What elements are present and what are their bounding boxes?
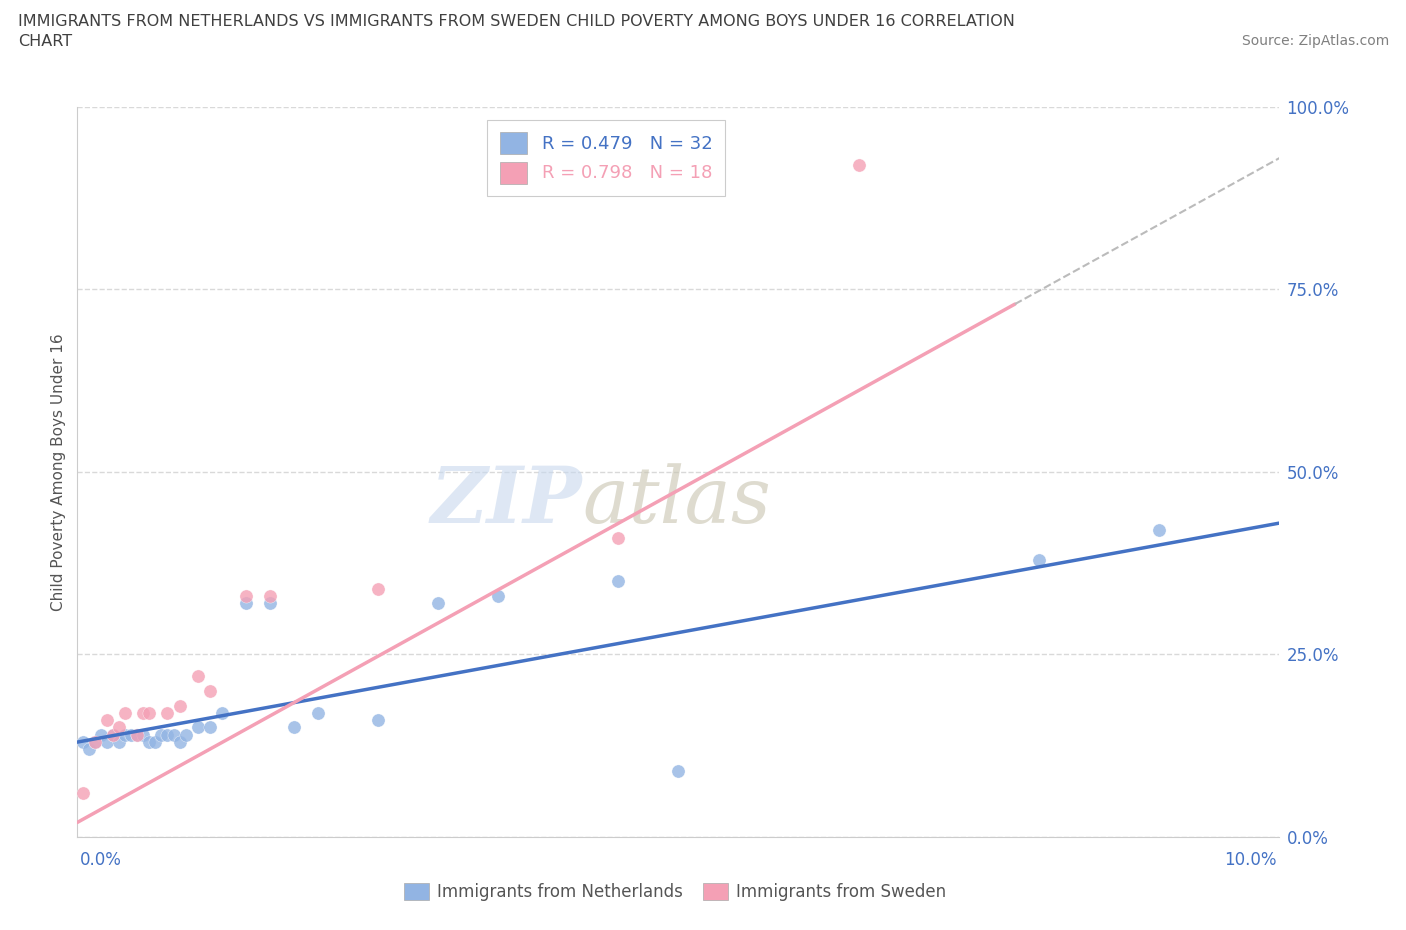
Text: ZIP: ZIP bbox=[430, 463, 582, 539]
Point bbox=[72, 786, 94, 801]
Point bbox=[103, 727, 125, 742]
Point bbox=[138, 735, 160, 750]
Point bbox=[1028, 552, 1050, 567]
Point bbox=[607, 574, 630, 589]
Text: Source: ZipAtlas.com: Source: ZipAtlas.com bbox=[1241, 34, 1389, 48]
Point bbox=[108, 735, 131, 750]
Point bbox=[145, 735, 167, 750]
Point bbox=[307, 706, 329, 721]
Y-axis label: Child Poverty Among Boys Under 16: Child Poverty Among Boys Under 16 bbox=[51, 333, 66, 611]
Point bbox=[156, 727, 179, 742]
Point bbox=[367, 581, 389, 596]
Point bbox=[607, 530, 630, 545]
Point bbox=[79, 742, 101, 757]
Text: CHART: CHART bbox=[18, 34, 72, 49]
Point bbox=[198, 720, 221, 735]
Point bbox=[174, 727, 197, 742]
Point bbox=[235, 596, 257, 611]
Point bbox=[90, 727, 112, 742]
Point bbox=[427, 596, 450, 611]
Point bbox=[259, 589, 281, 604]
Point bbox=[668, 764, 690, 778]
Point bbox=[127, 727, 149, 742]
Point bbox=[84, 735, 107, 750]
Point bbox=[187, 669, 209, 684]
Point bbox=[103, 727, 125, 742]
Text: atlas: atlas bbox=[582, 463, 770, 539]
Legend: Immigrants from Netherlands, Immigrants from Sweden: Immigrants from Netherlands, Immigrants … bbox=[396, 876, 953, 908]
Point bbox=[235, 589, 257, 604]
Point bbox=[84, 735, 107, 750]
Legend: R = 0.479   N = 32, R = 0.798   N = 18: R = 0.479 N = 32, R = 0.798 N = 18 bbox=[488, 120, 725, 196]
Point bbox=[211, 706, 233, 721]
Point bbox=[169, 735, 191, 750]
Point bbox=[1149, 523, 1171, 538]
Point bbox=[198, 684, 221, 698]
Point bbox=[96, 735, 118, 750]
Point bbox=[187, 720, 209, 735]
Point bbox=[132, 706, 155, 721]
Point bbox=[114, 706, 136, 721]
Point bbox=[132, 727, 155, 742]
Point bbox=[120, 727, 142, 742]
Point bbox=[108, 720, 131, 735]
Point bbox=[848, 158, 870, 173]
Point bbox=[169, 698, 191, 713]
Text: 10.0%: 10.0% bbox=[1225, 851, 1277, 869]
Point bbox=[283, 720, 305, 735]
Point bbox=[114, 727, 136, 742]
Text: 0.0%: 0.0% bbox=[80, 851, 122, 869]
Point bbox=[486, 589, 509, 604]
Point bbox=[96, 712, 118, 727]
Point bbox=[127, 727, 149, 742]
Point bbox=[367, 712, 389, 727]
Point bbox=[72, 735, 94, 750]
Point bbox=[162, 727, 184, 742]
Point bbox=[156, 706, 179, 721]
Point bbox=[259, 596, 281, 611]
Point bbox=[138, 706, 160, 721]
Text: IMMIGRANTS FROM NETHERLANDS VS IMMIGRANTS FROM SWEDEN CHILD POVERTY AMONG BOYS U: IMMIGRANTS FROM NETHERLANDS VS IMMIGRANT… bbox=[18, 14, 1015, 29]
Point bbox=[150, 727, 173, 742]
